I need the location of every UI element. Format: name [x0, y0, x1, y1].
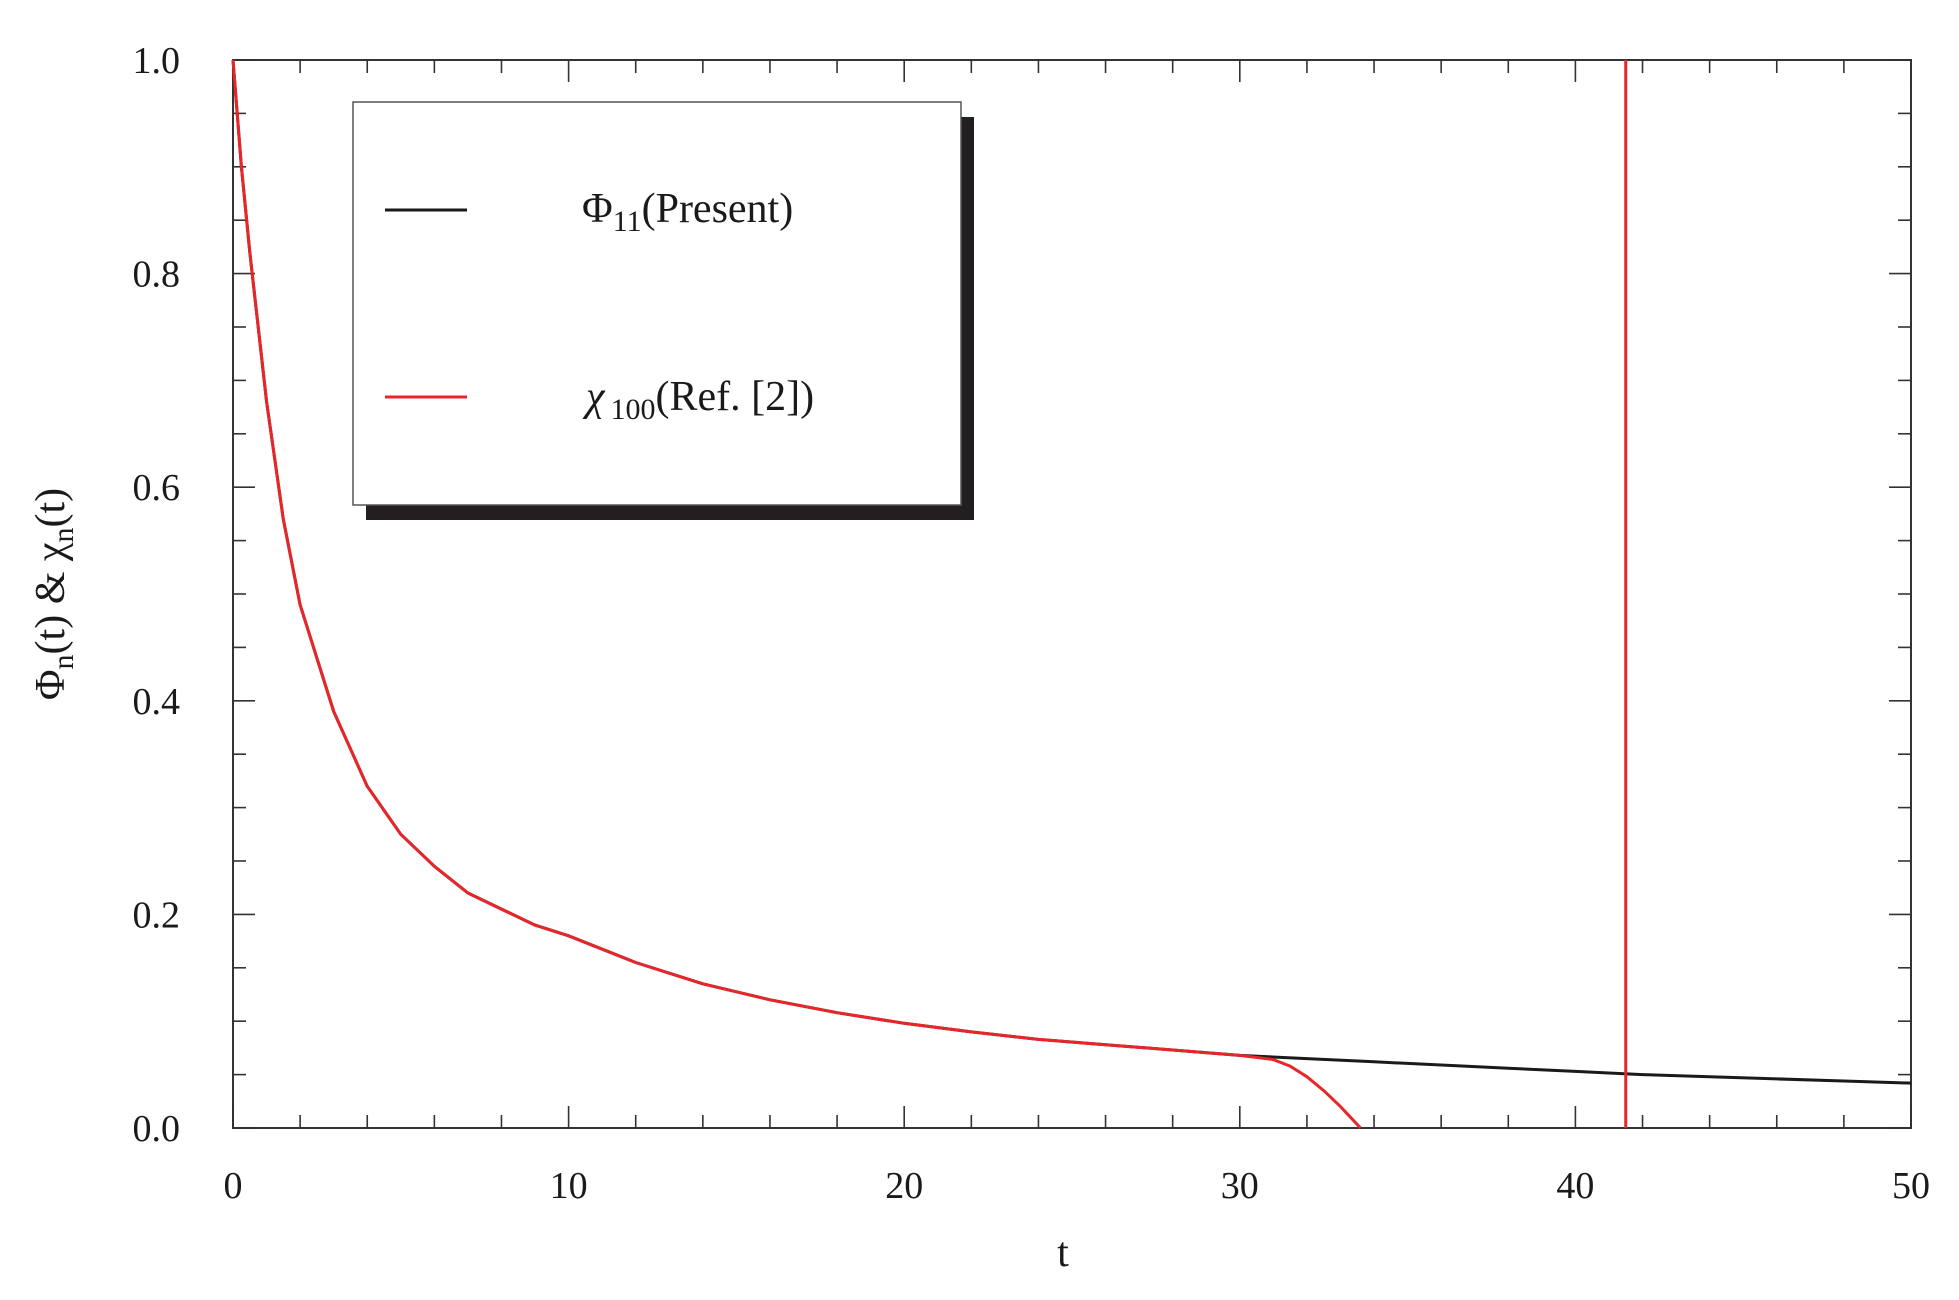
y-tick-label: 0.0 [133, 1108, 181, 1150]
legend-label-ref: χ 100(Ref. [2]) [582, 374, 814, 426]
x-tick-label: 30 [1221, 1165, 1259, 1207]
axis-ticks [232, 59, 1912, 1129]
legend-present-sub: 11 [613, 205, 642, 238]
legend-ref-symbol: χ [582, 374, 606, 420]
x-tick-label: 50 [1892, 1165, 1930, 1207]
y-label-mid: (t) & χ [28, 542, 74, 654]
x-tick-label: 20 [885, 1165, 923, 1207]
y-label-chi-sub: n [47, 528, 80, 543]
y-tick-label: 0.2 [133, 894, 181, 936]
legend-box [352, 101, 962, 506]
axis-tick-labels: 0 10 20 30 40 50 0.0 0.2 0.4 0.6 0.8 1.0 [133, 40, 1931, 1207]
y-label-end: (t) [28, 488, 74, 528]
y-tick-label: 0.4 [133, 681, 181, 723]
y-axis-label: Φn(t) & χn(t) [28, 488, 80, 700]
legend-ref-sub: 100 [610, 393, 655, 426]
legend-present-rest: (Present) [642, 186, 794, 232]
y-tick-label: 1.0 [133, 40, 181, 82]
legend-present-symbol: Φ [582, 186, 613, 232]
series-layer [231, 59, 1912, 1130]
x-tick-label: 10 [550, 1165, 588, 1207]
legend-label-present: Φ11(Present) [582, 186, 793, 238]
legend-ref-rest: (Ref. [2]) [655, 374, 814, 420]
x-tick-label: 40 [1556, 1165, 1594, 1207]
series-line-ref [231, 59, 1362, 1130]
y-label-phi: Φ [28, 669, 74, 700]
legend: Φ11(Present) χ 100(Ref. [2]) [352, 101, 974, 520]
y-label-phi-sub: n [47, 654, 80, 669]
y-tick-label: 0.6 [133, 467, 181, 509]
y-tick-label: 0.8 [133, 254, 181, 296]
x-axis-label: t [1057, 1230, 1069, 1276]
x-tick-label: 0 [224, 1165, 243, 1207]
